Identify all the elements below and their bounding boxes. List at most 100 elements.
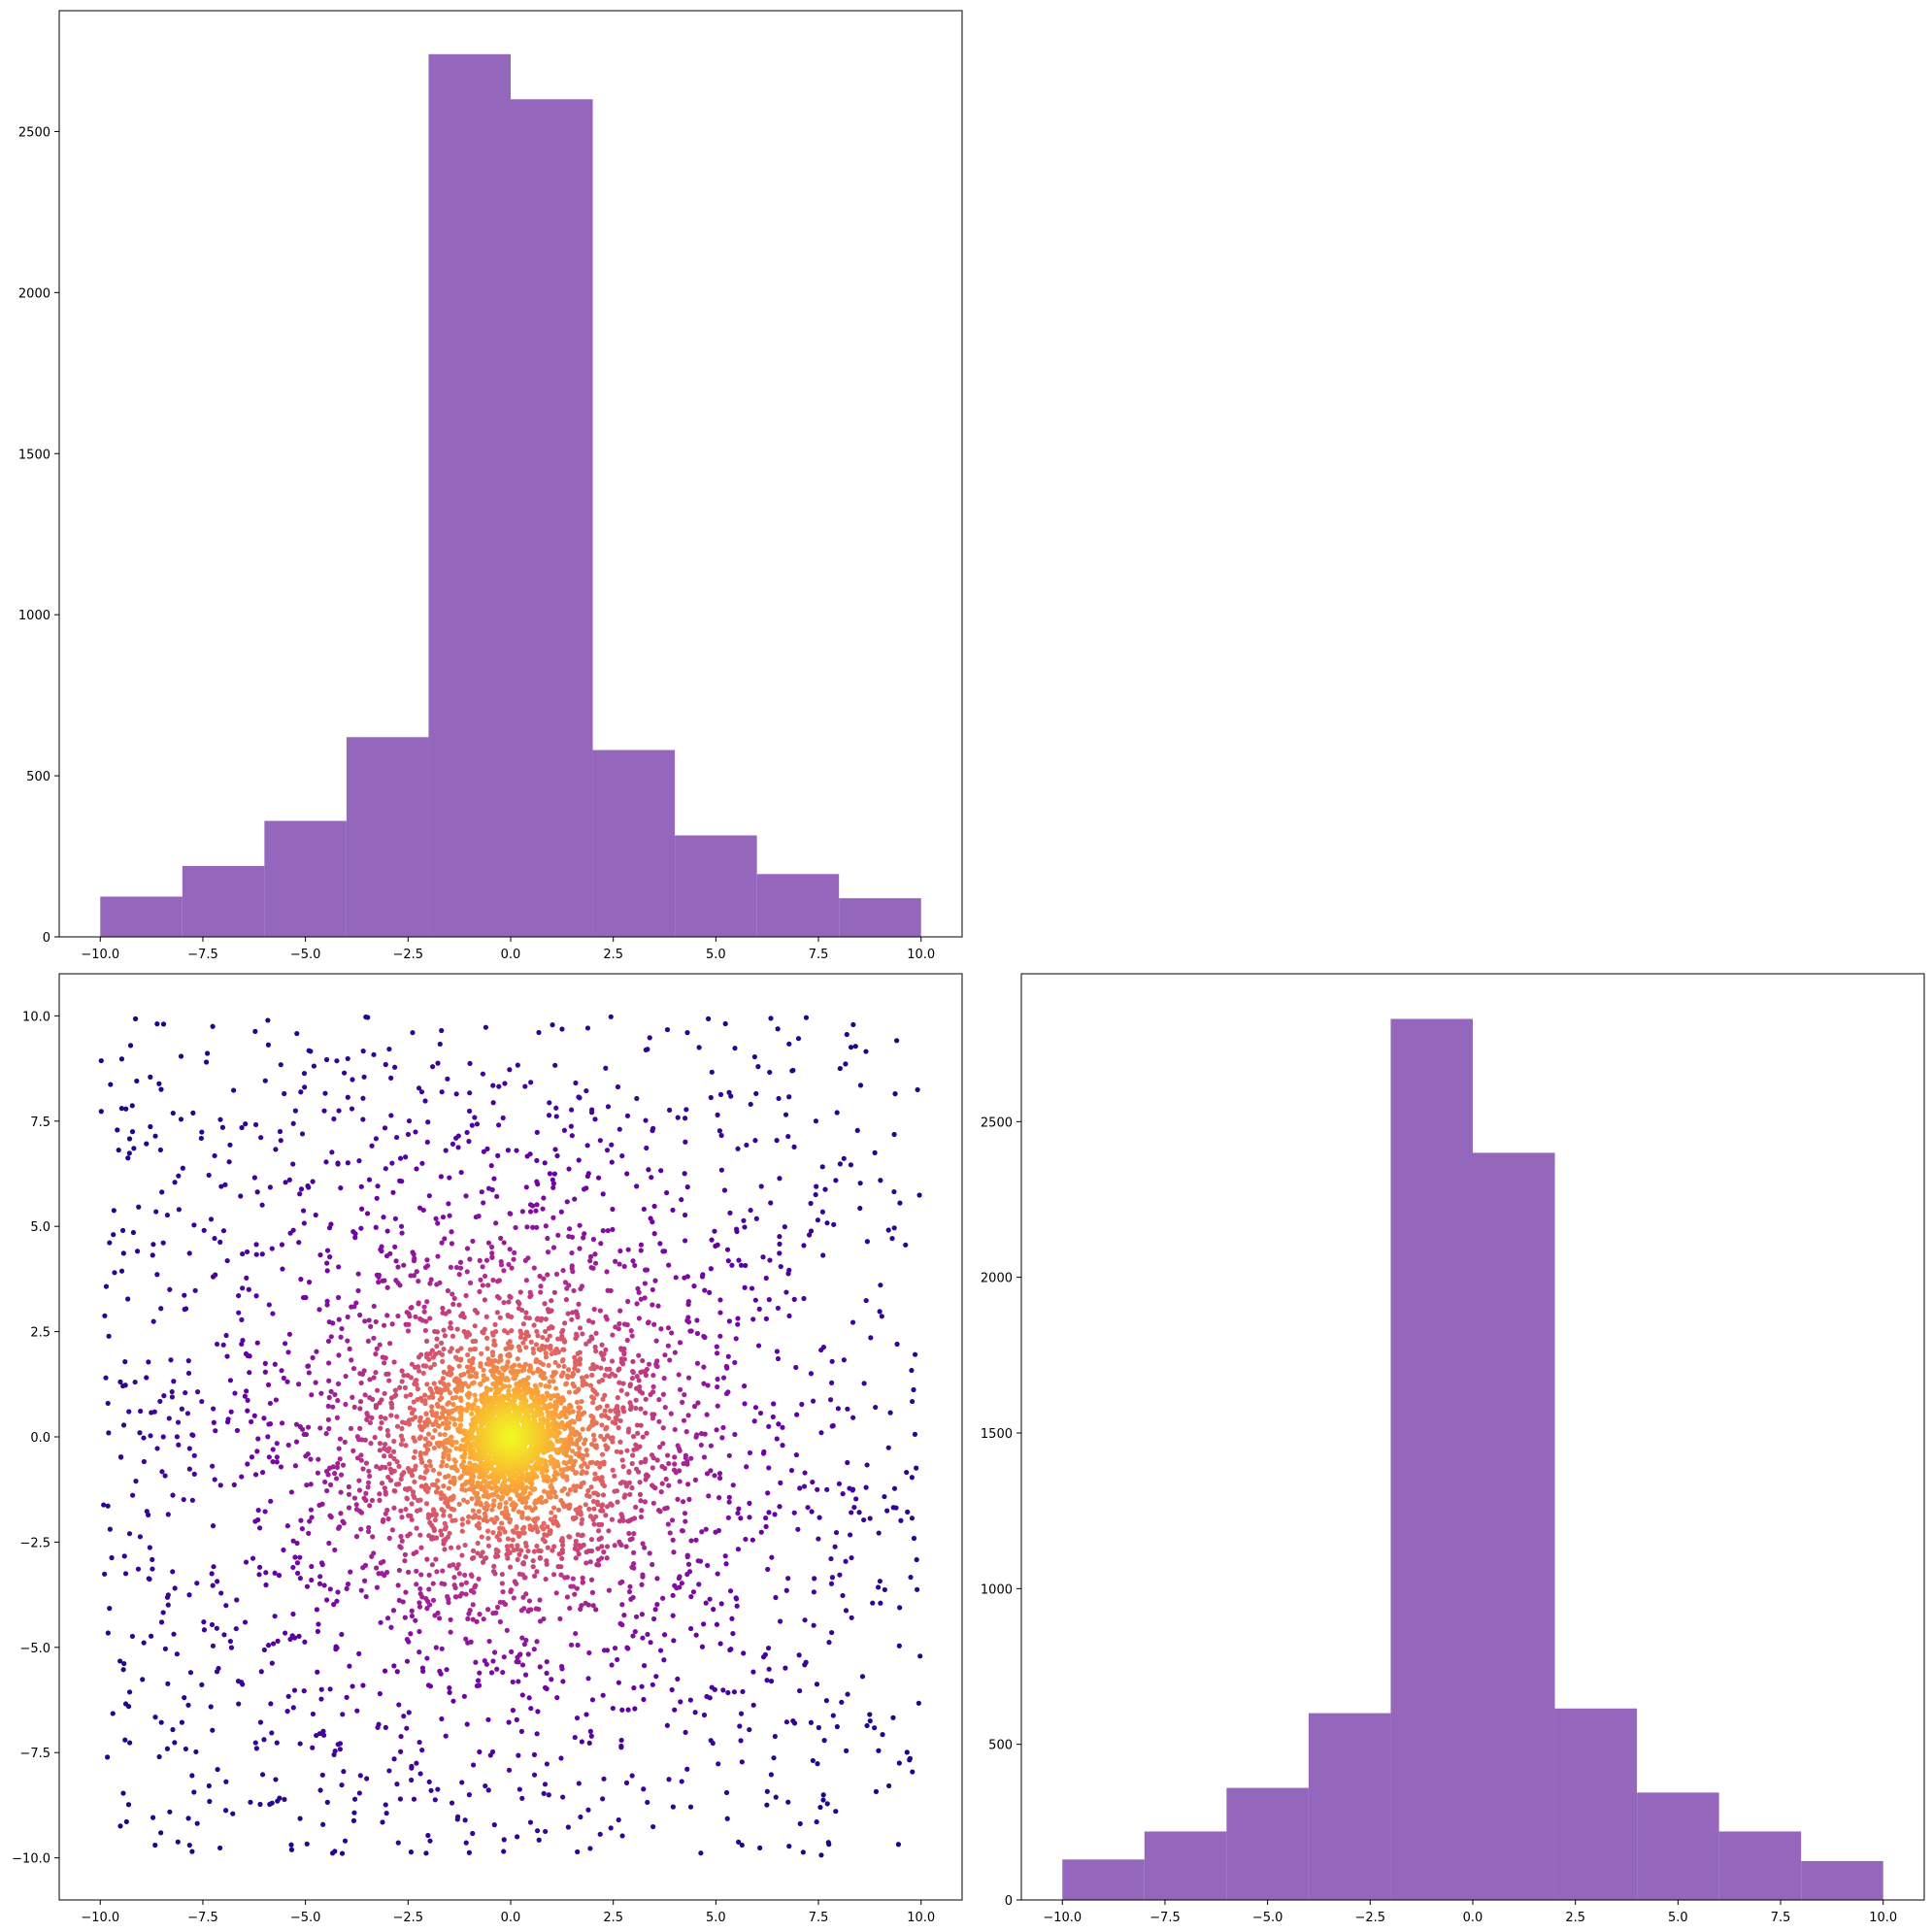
scatter-point	[482, 1511, 487, 1516]
scatter-point	[617, 1308, 623, 1314]
scatter-point	[416, 1604, 423, 1610]
scatter-point	[401, 1262, 407, 1268]
scatter-point	[201, 1227, 207, 1233]
scatter-point	[274, 1454, 280, 1460]
scatter-point	[136, 1204, 142, 1210]
scatter-point	[122, 1359, 128, 1365]
scatter-point	[337, 1436, 344, 1442]
scatter-point	[293, 1421, 300, 1427]
scatter-point	[440, 1568, 446, 1574]
scatter-point	[591, 1437, 597, 1443]
scatter-point	[399, 1368, 405, 1374]
scatter-point	[675, 1676, 681, 1682]
scatter-point	[121, 1553, 127, 1559]
scatter-point	[453, 1264, 460, 1271]
scatter-point	[361, 1074, 367, 1080]
scatter-point	[391, 1468, 397, 1474]
scatter-point	[722, 1553, 728, 1559]
scatter-point	[206, 1172, 212, 1179]
scatter-point	[763, 1316, 769, 1321]
scatter-point	[430, 1507, 437, 1513]
scatter-point	[640, 1541, 646, 1547]
scatter-point	[451, 1421, 458, 1427]
scatter-point	[458, 1474, 464, 1480]
scatter-point	[385, 1516, 391, 1522]
scatter-point	[423, 1318, 429, 1324]
scatter-point	[541, 1520, 547, 1526]
scatter-point	[126, 1409, 132, 1415]
scatter-point	[330, 1404, 336, 1410]
scatter-point	[266, 1454, 272, 1460]
scatter-point	[417, 1591, 423, 1597]
scatter-point	[294, 1540, 300, 1547]
scatter-point	[459, 1516, 465, 1522]
scatter-point	[211, 1419, 217, 1425]
scatter-point	[558, 1663, 565, 1670]
scatter-point	[553, 1590, 559, 1596]
scatter-point	[467, 1347, 474, 1352]
scatter-point	[910, 1769, 916, 1775]
scatter-point	[608, 1408, 614, 1414]
scatter-point	[401, 1714, 407, 1719]
scatter-point	[698, 1442, 704, 1449]
scatter-point	[599, 1460, 605, 1466]
scatter-point	[757, 1845, 763, 1850]
scatter-point	[443, 1311, 449, 1316]
scatter-point	[528, 1484, 534, 1491]
scatter-point	[506, 1719, 512, 1725]
scatter-point	[402, 1558, 408, 1564]
scatter-point	[591, 1506, 597, 1512]
scatter-point	[824, 1220, 830, 1226]
scatter-point	[450, 1141, 456, 1148]
scatter-point	[849, 1510, 854, 1516]
scatter-point	[650, 1682, 655, 1687]
scatter-point	[395, 1840, 401, 1846]
scatter-point	[653, 1338, 659, 1344]
scatter-point	[399, 1515, 405, 1520]
scatter-point	[217, 1116, 223, 1122]
scatter-point	[594, 1562, 600, 1568]
scatter-point	[623, 1780, 630, 1785]
scatter-point	[269, 1246, 275, 1251]
scatter-point	[713, 1243, 718, 1249]
scatter-point	[453, 1440, 459, 1446]
scatter-point	[766, 1297, 772, 1303]
scatter-point	[224, 1257, 230, 1264]
scatter-point	[649, 1175, 654, 1181]
scatter-point	[428, 1277, 434, 1282]
scatter-point	[516, 1363, 522, 1369]
scatter-point	[536, 1548, 542, 1553]
scatter-point	[473, 1659, 479, 1665]
scatter-point	[392, 1216, 398, 1221]
scatter-point	[409, 1608, 415, 1614]
scatter-point	[650, 1383, 656, 1389]
scatter-point	[281, 1547, 286, 1553]
scatter-point	[120, 1250, 126, 1256]
scatter-point	[175, 1839, 181, 1845]
scatter-point	[530, 1558, 536, 1564]
scatter-point	[274, 1740, 280, 1746]
scatter-point	[592, 1471, 598, 1477]
scatter-point	[636, 1316, 643, 1321]
scatter-point	[462, 1817, 468, 1823]
scatter-point	[447, 1389, 453, 1396]
scatter-point	[397, 1282, 403, 1288]
scatter-point	[599, 1342, 605, 1348]
scatter-point	[398, 1533, 404, 1540]
scatter-point	[160, 1610, 166, 1616]
scatter-point	[389, 1160, 395, 1166]
scatter-point	[638, 1422, 644, 1428]
scatter-point	[533, 1498, 539, 1504]
scatter-point	[679, 1528, 685, 1534]
scatter-point	[660, 1595, 666, 1601]
x-tick-label: 10.0	[907, 948, 935, 962]
scatter-point	[279, 1420, 285, 1426]
scatter-point	[738, 1711, 745, 1716]
scatter-point	[534, 1543, 540, 1549]
scatter-point	[199, 1398, 205, 1405]
scatter-point	[186, 1592, 192, 1598]
scatter-point	[608, 1825, 614, 1831]
scatter-point	[338, 1334, 344, 1340]
scatter-point	[584, 1464, 590, 1470]
scatter-point	[816, 1536, 821, 1542]
